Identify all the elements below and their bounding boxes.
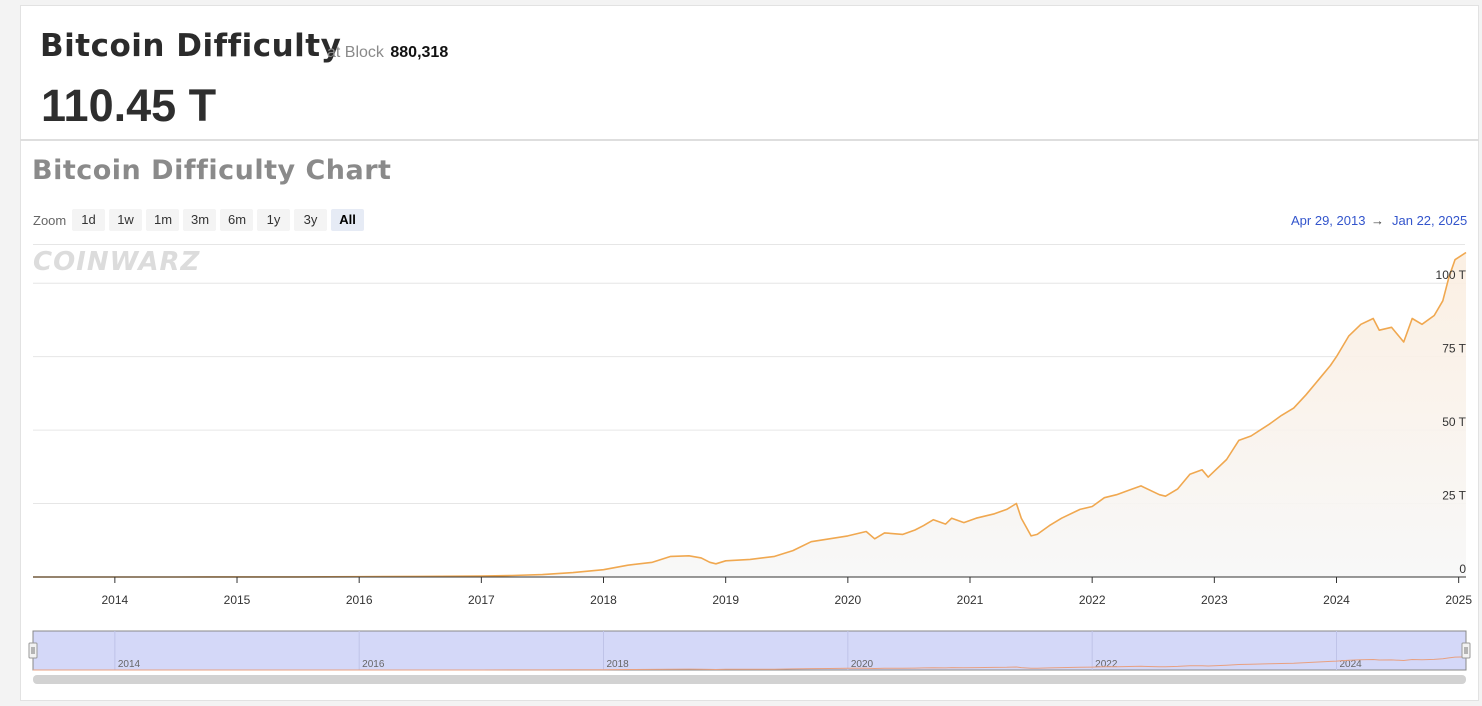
current-difficulty: 110.45 T: [41, 80, 217, 131]
x-tick-label: 2021: [957, 593, 984, 607]
y-tick-label: 0: [1459, 562, 1466, 576]
coinwarz-logo: COINWARZ: [33, 247, 201, 277]
navigator-tick-label: 2014: [118, 659, 141, 670]
difficulty-line: [33, 251, 1467, 578]
navigator-range[interactable]: [32, 630, 1467, 671]
chart-title: Bitcoin Difficulty Chart: [32, 155, 392, 186]
zoom-3m-button[interactable]: 3m: [183, 209, 216, 231]
navigator-tick-label: 2016: [362, 659, 385, 670]
zoom-all-button[interactable]: All: [331, 209, 364, 231]
at-block-label: at Block: [327, 44, 384, 61]
y-tick-label: 100 T: [1436, 268, 1467, 282]
x-tick-label: 2022: [1079, 593, 1106, 607]
zoom-3y-button[interactable]: 3y: [294, 209, 327, 231]
page-title: Bitcoin Difficulty: [40, 28, 342, 64]
x-tick-label: 2020: [834, 593, 861, 607]
zoom-label: Zoom: [33, 213, 67, 228]
x-tick-label: 2025: [1445, 593, 1472, 607]
x-tick-label: 2024: [1323, 593, 1350, 607]
zoom-1d-button[interactable]: 1d: [72, 209, 105, 231]
block-subtitle: at Block 880,318: [327, 44, 448, 62]
header-card: [20, 5, 1479, 139]
y-tick-label: 75 T: [1442, 342, 1466, 356]
x-tick-label: 2015: [224, 593, 251, 607]
zoom-1w-button[interactable]: 1w: [109, 209, 142, 231]
zoom-1m-button[interactable]: 1m: [146, 209, 179, 231]
navigator-line: [33, 656, 1467, 671]
block-number: 880,318: [390, 44, 449, 61]
x-tick-label: 2019: [712, 593, 739, 607]
chart-card: [20, 139, 1479, 701]
y-tick-label: 25 T: [1442, 489, 1466, 503]
zoom-6m-button[interactable]: 6m: [220, 209, 253, 231]
navigator-tick-label: 2018: [607, 659, 630, 670]
navigator-tick-label: 2020: [851, 659, 874, 670]
x-tick-label: 2023: [1201, 593, 1228, 607]
range-arrow: →: [1371, 213, 1384, 228]
scrollbar-track[interactable]: [33, 675, 1466, 684]
zoom-1y-button[interactable]: 1y: [257, 209, 290, 231]
range-to-input[interactable]: Jan 22, 2025: [1392, 213, 1468, 228]
x-tick-label: 2017: [468, 593, 495, 607]
navigator-tick-label: 2022: [1095, 659, 1118, 670]
chart-top-rule: [33, 244, 1465, 245]
section-divider: [20, 139, 1479, 141]
x-tick-label: 2016: [346, 593, 373, 607]
navigator-handle-left[interactable]: [28, 642, 38, 659]
navigator-tick-label: 2024: [1340, 659, 1363, 670]
navigator-handle-right[interactable]: [1461, 642, 1471, 659]
range-from-input[interactable]: Apr 29, 2013: [1291, 213, 1366, 228]
difficulty-area: [33, 252, 1466, 577]
x-tick-label: 2018: [590, 593, 617, 607]
y-tick-label: 50 T: [1442, 415, 1466, 429]
x-tick-label: 2014: [101, 593, 128, 607]
